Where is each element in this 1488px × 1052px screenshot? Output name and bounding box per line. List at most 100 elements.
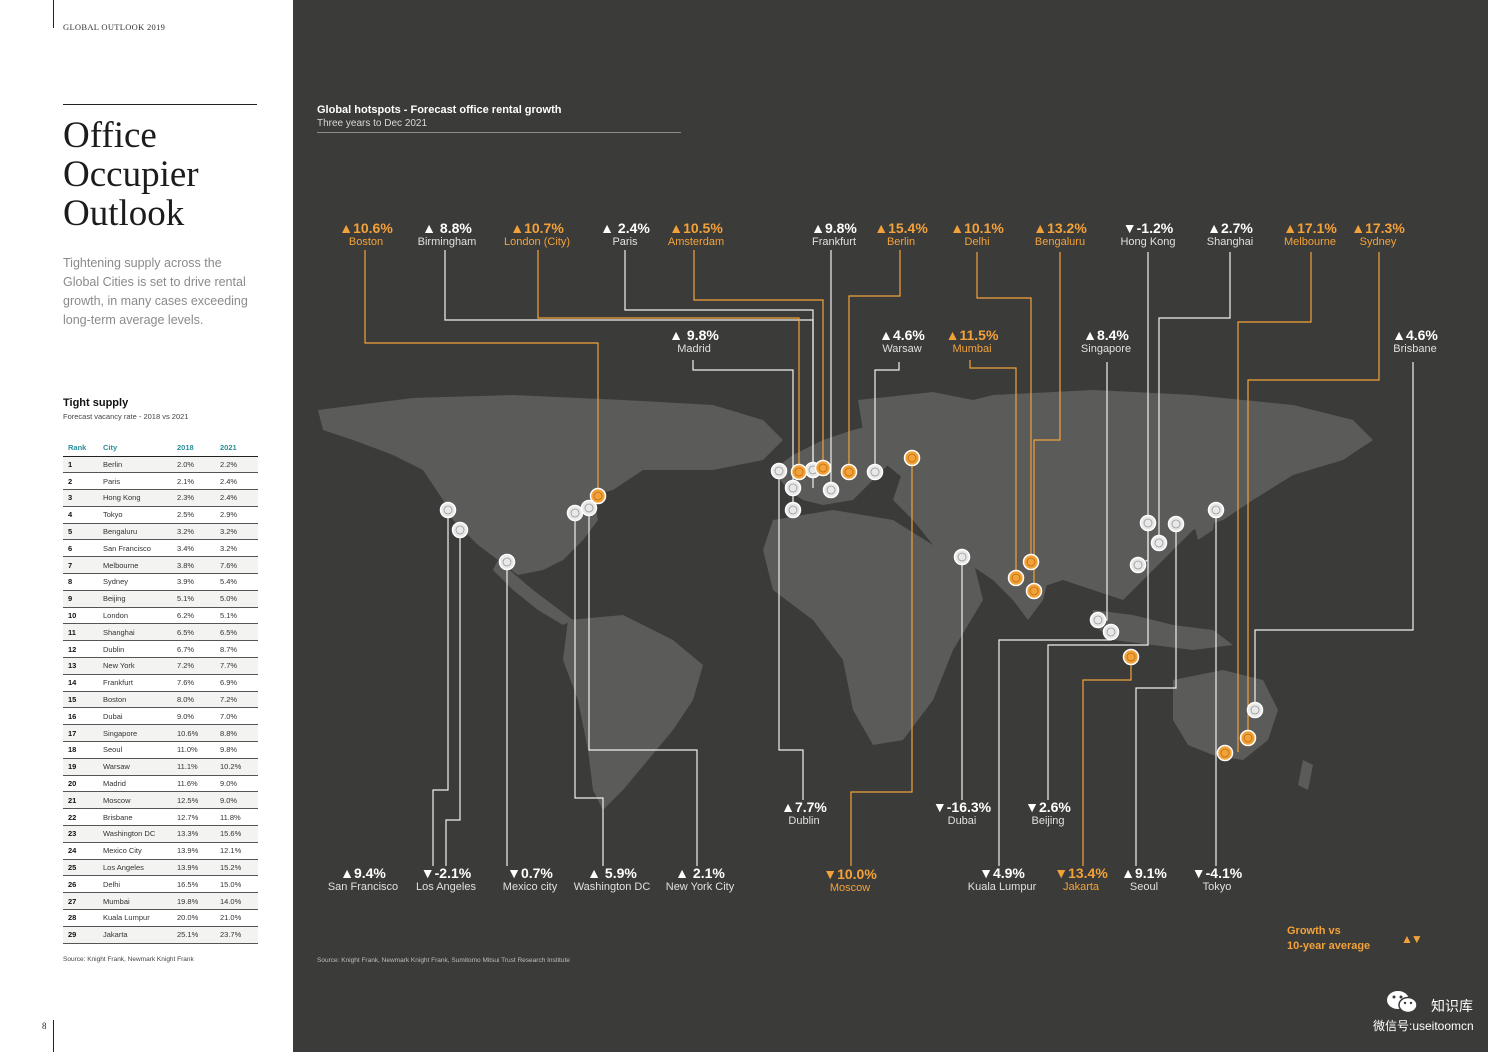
city-label-hong-kong: ▼-1.2% Hong Kong — [1093, 221, 1203, 248]
city-marker — [770, 462, 788, 480]
city-growth-value: ▼10.0% — [823, 866, 877, 882]
table-cell-city: Los Angeles — [98, 859, 172, 877]
table-cell-city: Paris — [98, 472, 172, 491]
map-title: Global hotspots - Forecast office rental… — [317, 104, 562, 116]
table-cell-v2021: 8.7% — [215, 640, 258, 659]
city-name: Moscow — [829, 882, 871, 894]
city-marker — [1246, 701, 1264, 719]
table-cell-rank: 20 — [63, 775, 98, 793]
city-marker — [1102, 623, 1120, 641]
city-marker-ring — [1243, 733, 1253, 743]
table-cell-city: Washington DC — [98, 825, 172, 843]
city-marker-ring — [1106, 627, 1116, 637]
city-marker-ring — [584, 503, 594, 513]
city-marker — [589, 487, 607, 505]
city-marker-ring — [1143, 518, 1153, 528]
table-cell-rank: 9 — [63, 590, 98, 608]
table-cell-city: Sydney — [98, 573, 172, 591]
table-cell-v2021: 9.8% — [215, 741, 258, 759]
table-cell-v2021: 23.7% — [215, 926, 258, 944]
header-city: City — [98, 440, 172, 457]
city-marker — [566, 504, 584, 522]
table-cell-rank: 24 — [63, 842, 98, 860]
table-cell-rank: 10 — [63, 607, 98, 625]
table-cell-v2018: 9.0% — [172, 707, 215, 726]
city-marker-ring — [1093, 615, 1103, 625]
table-cell-v2021: 6.5% — [215, 623, 258, 642]
city-label-mexico-city: ▼0.7% Mexico city — [475, 866, 585, 893]
city-name: Brisbane — [1393, 343, 1437, 355]
city-marker — [1216, 744, 1234, 762]
leader-madrid — [692, 360, 794, 510]
table-row: 29 Jakarta 25.1% 23.7% — [63, 926, 258, 944]
table-cell-v2018: 6.2% — [172, 607, 215, 625]
table-cell-city: Shanghai — [98, 623, 172, 642]
city-name: Melbourne — [1284, 236, 1336, 248]
top-rule — [53, 0, 54, 28]
header-2018: 2018 — [172, 440, 215, 457]
page-number: 8 — [42, 1021, 47, 1031]
city-growth-value: ▲15.4% — [874, 220, 928, 236]
city-label-kuala-lumpur: ▼4.9% Kuala Lumpur — [947, 866, 1057, 893]
europe-shape — [773, 420, 913, 505]
leader-dublin — [778, 471, 804, 800]
city-name: Berlin — [886, 236, 916, 248]
page-title: Office Occupier Outlook — [63, 116, 199, 233]
city-growth-value: ▲ 2.1% — [675, 865, 725, 881]
table-row: 20 Madrid 11.6% 9.0% — [63, 775, 258, 793]
table-cell-v2021: 7.2% — [215, 691, 258, 709]
table-cell-rank: 25 — [63, 859, 98, 877]
table-cell-rank: 11 — [63, 623, 98, 642]
leader-kualalumpur — [998, 632, 1112, 866]
world-map — [318, 250, 1414, 866]
table-cell-v2021: 2.4% — [215, 472, 258, 491]
table-cell-rank: 13 — [63, 657, 98, 675]
city-growth-value: ▲9.4% — [340, 865, 386, 881]
city-name: Mexico city — [502, 881, 558, 893]
city-marker-ring — [502, 557, 512, 567]
city-name: Mumbai — [952, 343, 992, 355]
table-cell-v2018: 7.6% — [172, 674, 215, 692]
legend-line: Growth vs — [1287, 925, 1341, 937]
city-name: Hong Kong — [1120, 236, 1176, 248]
table-body: 1 Berlin 2.0% 2.2% 2 Paris 2.1% 2.4% 3 Hong Kong 2… — [63, 456, 258, 944]
table-row: 13 New York 7.2% 7.7% — [63, 657, 258, 675]
se-asia-islands-shape — [1093, 610, 1233, 650]
table-cell-v2018: 3.8% — [172, 556, 215, 575]
table-cell-v2021: 21.0% — [215, 909, 258, 927]
south-america-shape — [563, 615, 703, 810]
table-cell-v2021: 2.9% — [215, 506, 258, 524]
table-cell-rank: 16 — [63, 707, 98, 726]
table-row: 6 San Francisco 3.4% 3.2% — [63, 539, 258, 558]
table-row: 23 Washington DC 13.3% 15.6% — [63, 825, 258, 843]
table-cell-v2018: 8.0% — [172, 691, 215, 709]
city-growth-value: ▲7.7% — [781, 799, 827, 815]
city-name: Tokyo — [1202, 881, 1232, 893]
city-growth-value: ▲4.6% — [1392, 327, 1438, 343]
city-marker-ring — [570, 508, 580, 518]
city-name: London (City) — [503, 236, 571, 248]
table-cell-city: San Francisco — [98, 539, 172, 558]
table-row: 22 Brisbane 12.7% 11.8% — [63, 808, 258, 827]
table-cell-rank: 22 — [63, 808, 98, 827]
page-title-line: Occupier — [63, 154, 199, 195]
table-cell-city: Mumbai — [98, 892, 172, 911]
city-name: Sydney — [1359, 236, 1397, 248]
table-cell-v2018: 10.6% — [172, 724, 215, 743]
city-growth-value: ▲9.1% — [1121, 865, 1167, 881]
city-marker-ring — [443, 505, 453, 515]
city-marker-ring — [788, 505, 798, 515]
table-cell-v2021: 5.4% — [215, 573, 258, 591]
city-marker — [1150, 534, 1168, 552]
city-marker — [903, 449, 921, 467]
city-label-birmingham: ▲ 8.8% Birmingham — [392, 221, 502, 248]
city-marker — [439, 501, 457, 519]
city-name: Bengaluru — [1034, 236, 1086, 248]
city-marker-ring — [794, 467, 804, 477]
city-label-los-angeles: ▼-2.1% Los Angeles — [391, 866, 501, 893]
leader-paris — [624, 250, 814, 488]
table-row: 5 Bengaluru 3.2% 3.2% — [63, 523, 258, 541]
city-marker — [790, 463, 808, 481]
leader-moscow — [850, 458, 913, 866]
table-row: 27 Mumbai 19.8% 14.0% — [63, 892, 258, 911]
